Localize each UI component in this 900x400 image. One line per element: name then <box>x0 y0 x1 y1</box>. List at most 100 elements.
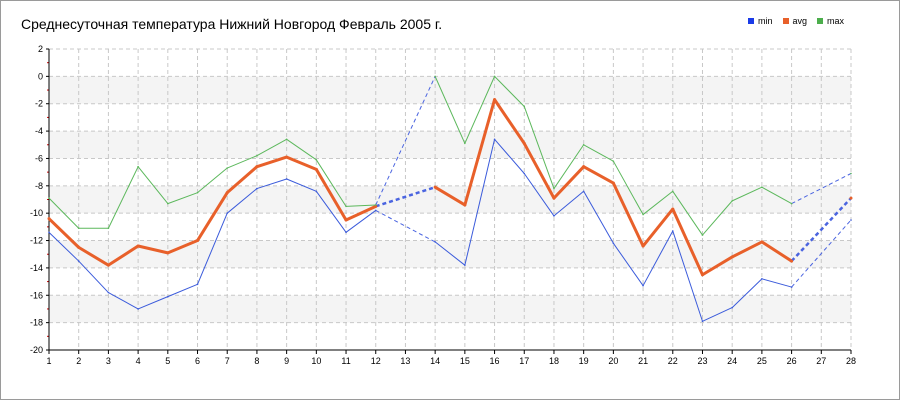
y-tick-label: -8 <box>35 181 43 191</box>
data-point-avg <box>641 244 645 248</box>
series-bridge-min <box>375 210 436 243</box>
x-tick-label: 2 <box>76 356 81 366</box>
data-point-min <box>553 215 555 217</box>
data-point-min <box>137 308 139 310</box>
x-tick-label: 9 <box>284 356 289 366</box>
x-tick-label: 28 <box>846 356 856 366</box>
data-point-avg <box>582 165 586 169</box>
x-tick-label: 3 <box>106 356 111 366</box>
data-point-avg <box>611 181 615 185</box>
data-point-min <box>761 278 763 280</box>
series-line-max <box>48 138 376 229</box>
y-tick-label: -10 <box>30 208 43 218</box>
data-point-avg <box>522 141 526 145</box>
y-tick-label: 0 <box>38 71 43 81</box>
data-point-avg <box>196 239 200 243</box>
data-point-avg <box>314 167 318 171</box>
data-point-min <box>167 295 169 298</box>
x-tick-label: 17 <box>519 356 529 366</box>
x-tick-label: 18 <box>549 356 559 366</box>
data-point-min <box>671 230 674 232</box>
data-point-max <box>464 142 466 145</box>
x-tick-label: 5 <box>165 356 170 366</box>
data-point-avg <box>700 273 704 277</box>
data-point-avg <box>790 259 794 263</box>
data-point-min <box>256 187 258 190</box>
y-tick-label: 2 <box>38 44 43 54</box>
data-point-avg <box>344 218 348 222</box>
data-point-min <box>642 284 644 287</box>
data-point-max <box>285 138 288 141</box>
legend-swatch-avg <box>782 18 789 24</box>
data-point-min <box>464 264 466 266</box>
data-point-max <box>701 234 704 236</box>
legend-item-max: max <box>817 16 844 26</box>
data-point-min <box>77 260 80 262</box>
data-point-avg <box>374 204 378 208</box>
data-point-avg <box>849 196 853 200</box>
y-tick-label: -4 <box>35 126 43 136</box>
data-point-max <box>167 202 169 205</box>
legend-swatch-max <box>817 18 824 24</box>
data-point-avg <box>433 185 437 189</box>
y-tick-label: -18 <box>30 318 43 328</box>
grid-band <box>49 240 851 268</box>
data-point-min <box>48 231 50 234</box>
data-point-min <box>374 209 377 212</box>
x-tick-label: 26 <box>787 356 797 366</box>
data-point-avg <box>730 255 734 259</box>
data-point-max <box>374 204 377 206</box>
data-point-max <box>493 75 496 78</box>
data-point-max <box>256 154 258 157</box>
data-point-min <box>196 283 199 286</box>
series-bridge-max <box>375 76 436 206</box>
series-line-min <box>48 178 377 310</box>
data-point-max <box>315 159 318 161</box>
y-tick-label: -6 <box>35 153 43 163</box>
y-tick-label: -12 <box>30 236 43 246</box>
data-point-min <box>582 190 585 193</box>
x-tick-label: 6 <box>195 356 200 366</box>
data-point-avg <box>166 251 170 255</box>
data-point-min <box>493 138 496 141</box>
x-tick-label: 14 <box>430 356 440 366</box>
series-bridge-min <box>791 219 852 288</box>
data-point-max <box>48 197 50 199</box>
data-point-max <box>226 167 229 169</box>
grid-band <box>49 295 851 323</box>
series-line-min <box>434 138 792 322</box>
y-tick-label: -14 <box>30 263 43 273</box>
data-point-min <box>315 190 318 193</box>
data-point-min <box>790 286 793 288</box>
grid-band <box>49 185 851 214</box>
data-point-min <box>345 231 347 234</box>
data-point-max <box>790 202 793 205</box>
legend-item-avg: avg <box>782 16 808 26</box>
x-tick-label: 23 <box>697 356 707 366</box>
data-point-avg <box>285 155 289 159</box>
x-tick-label: 4 <box>136 356 141 366</box>
legend-label-min: min <box>758 16 773 26</box>
x-tick-label: 22 <box>668 356 678 366</box>
series-line-avg <box>47 155 377 267</box>
grid-band <box>49 131 851 159</box>
x-tick-label: 20 <box>608 356 618 366</box>
x-tick-label: 7 <box>225 356 230 366</box>
x-tick-label: 15 <box>460 356 470 366</box>
data-point-avg <box>671 207 675 211</box>
data-point-avg <box>255 165 259 169</box>
data-point-min <box>226 212 229 214</box>
x-tick-label: 19 <box>579 356 589 366</box>
x-tick-label: 13 <box>400 356 410 366</box>
data-point-avg <box>106 263 110 267</box>
data-point-avg <box>136 244 140 248</box>
data-point-max <box>77 227 80 230</box>
x-tick-label: 16 <box>490 356 500 366</box>
x-tick-label: 21 <box>638 356 648 366</box>
legend-item-min: min <box>748 16 773 26</box>
x-tick-label: 25 <box>757 356 767 366</box>
y-tick-label: -2 <box>35 99 43 109</box>
legend-label-avg: avg <box>792 16 808 26</box>
data-point-min <box>850 219 852 221</box>
